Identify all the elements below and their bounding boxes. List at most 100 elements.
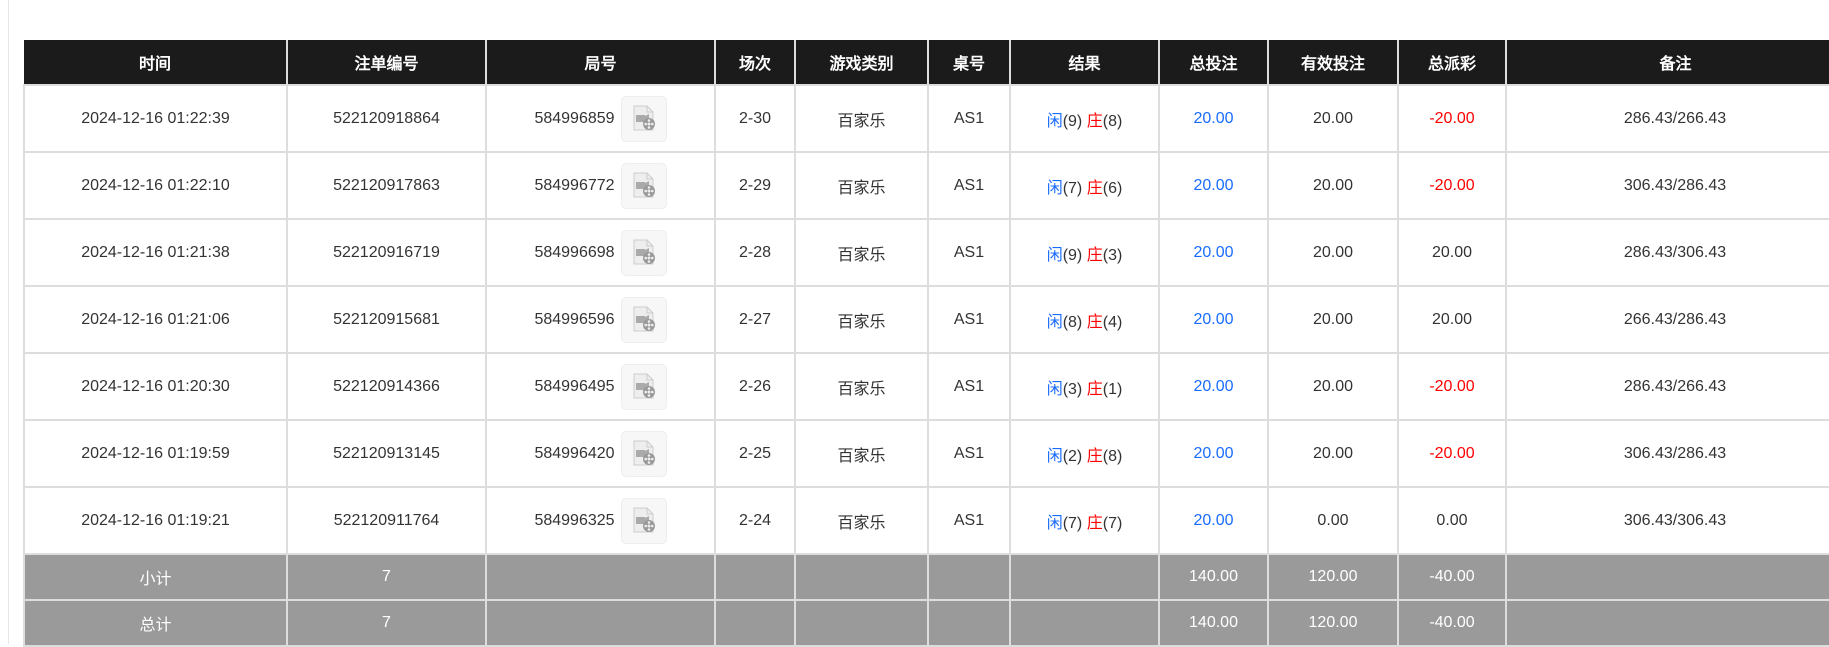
cell-payout: 0.00 (1397, 486, 1507, 555)
cell-result: 闲(7) 庄(7) (1009, 486, 1160, 555)
player-score: (2) (1062, 447, 1083, 465)
cell-time: 2024-12-16 01:21:38 (23, 218, 288, 287)
player-label: 闲 (1046, 246, 1063, 264)
subtotal-valid-bet: 120.00 (1267, 553, 1399, 601)
cell-result: 闲(3) 庄(1) (1009, 352, 1160, 421)
round-number: 584996495 (534, 377, 615, 395)
cell-result: 闲(2) 庄(8) (1009, 419, 1160, 488)
banker-label: 庄 (1086, 447, 1103, 465)
header-total-bet: 总投注 (1158, 40, 1268, 85)
cell-table-no: AS1 (927, 151, 1011, 220)
video-file-icon[interactable] (620, 162, 667, 209)
cell-valid-bet: 20.00 (1267, 218, 1399, 287)
total-total-bet: 140.00 (1158, 599, 1269, 647)
cell-table-no: AS1 (927, 352, 1011, 421)
video-file-icon[interactable] (620, 229, 667, 276)
cell-total-bet: 20.00 (1158, 352, 1269, 421)
table-row: 2024-12-16 01:19:59 522120913145 584996420… (23, 419, 1829, 488)
cell-result: 闲(9) 庄(8) (1009, 84, 1160, 153)
player-label: 闲 (1046, 447, 1063, 465)
cell-game-type: 百家乐 (794, 419, 929, 488)
cell-time: 2024-12-16 01:19:21 (23, 486, 288, 555)
cell-valid-bet: 20.00 (1267, 285, 1399, 354)
cell-shoe: 2-29 (714, 151, 796, 220)
video-file-icon[interactable] (620, 95, 667, 142)
player-label: 闲 (1046, 179, 1063, 197)
subtotal-count: 7 (286, 553, 487, 601)
banker-label: 庄 (1086, 313, 1103, 331)
banker-score: (8) (1102, 447, 1123, 465)
banker-score: (7) (1102, 514, 1123, 532)
banker-score: (8) (1102, 112, 1123, 130)
cell-round: 584996495 (485, 352, 716, 421)
banker-score: (4) (1102, 313, 1123, 331)
header-shoe: 场次 (714, 40, 795, 85)
round-number: 584996698 (534, 243, 615, 261)
cell-time: 2024-12-16 01:21:06 (23, 285, 288, 354)
video-file-icon[interactable] (620, 430, 667, 477)
player-score: (9) (1062, 246, 1083, 264)
header-time: 时间 (24, 40, 287, 85)
player-score: (9) (1062, 112, 1083, 130)
cell-table-no: AS1 (927, 84, 1011, 153)
header-round: 局号 (485, 40, 715, 85)
cell-time: 2024-12-16 01:20:30 (23, 352, 288, 421)
cell-total-bet: 20.00 (1158, 285, 1269, 354)
banker-label: 庄 (1086, 179, 1103, 197)
video-file-icon[interactable] (620, 363, 667, 410)
cell-note: 306.43/286.43 (1505, 151, 1829, 220)
cell-round: 584996596 (485, 285, 716, 354)
banker-label: 庄 (1086, 112, 1103, 130)
cell-time: 2024-12-16 01:19:59 (23, 419, 288, 488)
cell-note: 306.43/306.43 (1505, 486, 1829, 555)
cell-bet-id: 522120913145 (286, 419, 487, 488)
cell-valid-bet: 20.00 (1267, 84, 1399, 153)
cell-payout: -20.00 (1397, 84, 1507, 153)
total-payout: -40.00 (1397, 599, 1507, 647)
cell-table-no: AS1 (927, 486, 1011, 555)
cell-game-type: 百家乐 (794, 218, 929, 287)
cell-shoe: 2-28 (714, 218, 796, 287)
cell-bet-id: 522120917863 (286, 151, 487, 220)
cell-bet-id: 522120914366 (286, 352, 487, 421)
cell-round: 584996859 (485, 84, 716, 153)
video-file-icon[interactable] (620, 497, 667, 544)
header-result: 结果 (1009, 40, 1159, 85)
cell-time: 2024-12-16 01:22:10 (23, 151, 288, 220)
round-number: 584996596 (534, 310, 615, 328)
cell-payout: -20.00 (1397, 419, 1507, 488)
player-label: 闲 (1046, 313, 1063, 331)
cell-round: 584996772 (485, 151, 716, 220)
header-bet-id: 注单编号 (286, 40, 486, 85)
cell-round: 584996325 (485, 486, 716, 555)
left-border (0, 0, 9, 644)
subtotal-total-bet: 140.00 (1158, 553, 1269, 601)
table-row: 2024-12-16 01:20:30 522120914366 584996495… (23, 352, 1829, 421)
cell-bet-id: 522120911764 (286, 486, 487, 555)
banker-label: 庄 (1086, 380, 1103, 398)
bet-records-table: 时间 注单编号 局号 场次 游戏类别 桌号 结果 总投注 有效投注 总派彩 备注 2024-12-1… (23, 40, 1829, 647)
banker-score: (6) (1102, 179, 1123, 197)
cell-shoe: 2-30 (714, 84, 796, 153)
player-label: 闲 (1046, 380, 1063, 398)
header-payout: 总派彩 (1397, 40, 1506, 85)
banker-label: 庄 (1086, 246, 1103, 264)
cell-shoe: 2-24 (714, 486, 796, 555)
cell-note: 286.43/266.43 (1505, 352, 1829, 421)
cell-valid-bet: 0.00 (1267, 486, 1399, 555)
video-file-icon[interactable] (620, 296, 667, 343)
cell-round: 584996698 (485, 218, 716, 287)
table-header: 时间 注单编号 局号 场次 游戏类别 桌号 结果 总投注 有效投注 总派彩 备注 (24, 40, 1829, 85)
cell-shoe: 2-27 (714, 285, 796, 354)
table-row: 2024-12-16 01:21:06 522120915681 584996596… (23, 285, 1829, 354)
total-row: 总计 7 140.00 120.00 -40.00 (23, 599, 1829, 647)
round-number: 584996772 (534, 176, 615, 194)
header-note: 备注 (1505, 40, 1829, 85)
cell-table-no: AS1 (927, 285, 1011, 354)
table-row: 2024-12-16 01:22:39 522120918864 584996859… (23, 84, 1829, 153)
round-number: 584996325 (534, 511, 615, 529)
cell-game-type: 百家乐 (794, 486, 929, 555)
player-label: 闲 (1046, 112, 1063, 130)
cell-payout: -20.00 (1397, 151, 1507, 220)
cell-table-no: AS1 (927, 419, 1011, 488)
